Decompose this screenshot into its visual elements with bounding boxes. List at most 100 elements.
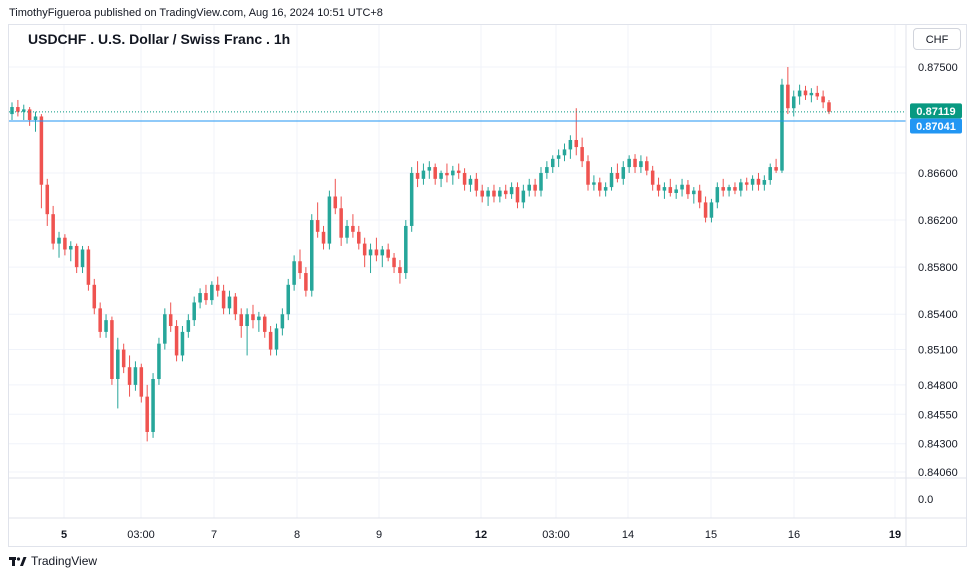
chart-title: USDCHF . U.S. Dollar / Swiss Franc . 1h xyxy=(28,31,291,47)
candle-body xyxy=(503,190,508,195)
candle-body xyxy=(709,202,714,218)
candle xyxy=(721,178,725,197)
candle-body xyxy=(151,378,155,432)
candle-body xyxy=(180,331,185,356)
tradingview-footer[interactable]: TradingView xyxy=(9,554,97,568)
candle xyxy=(127,355,132,397)
candle-body xyxy=(57,237,61,244)
price-tick-label: 0.87500 xyxy=(918,62,958,74)
candle-body xyxy=(292,261,296,285)
candle xyxy=(603,182,608,197)
candle xyxy=(791,90,796,117)
candle-body xyxy=(239,314,243,327)
candle xyxy=(268,326,273,356)
last-price-tag-text: 0.87119 xyxy=(916,106,955,118)
candle xyxy=(515,182,520,209)
candle-body xyxy=(603,187,608,191)
candle-body xyxy=(674,189,678,193)
price-axis[interactable]: 0.87500 0.86600 0.86200 0.85800 0.85400 0.851… xyxy=(905,25,958,546)
candle-body xyxy=(192,302,196,321)
candle-body xyxy=(298,261,302,274)
candle xyxy=(627,155,631,173)
price-tick-label: 0.86600 xyxy=(918,168,958,180)
candle-body xyxy=(480,190,484,197)
candle-body xyxy=(392,257,396,268)
candle-body xyxy=(498,190,502,197)
candle-body xyxy=(515,187,520,203)
candle-body xyxy=(486,190,490,197)
time-tick-label: 16 xyxy=(788,529,800,541)
candle xyxy=(121,343,126,374)
candle-body xyxy=(756,178,761,185)
candle xyxy=(362,237,367,268)
time-tick-label: 15 xyxy=(705,529,717,541)
candle-body xyxy=(404,225,408,274)
candle-body xyxy=(574,139,579,148)
candle xyxy=(374,237,379,262)
candle xyxy=(562,143,567,162)
candle xyxy=(803,85,808,100)
candle xyxy=(550,155,555,173)
time-tick-label: 19 xyxy=(889,529,901,541)
last-price-tag-bg xyxy=(910,103,962,119)
candle-body xyxy=(121,349,126,368)
candle xyxy=(33,111,38,132)
candle xyxy=(80,245,85,274)
candle-body xyxy=(10,107,14,115)
candle xyxy=(680,178,684,197)
candle-body xyxy=(521,190,526,203)
price-tick-label: 0.86200 xyxy=(918,215,958,227)
candle-body xyxy=(268,331,273,350)
candle-body xyxy=(274,328,279,350)
time-tick-label: 03:00 xyxy=(127,529,155,541)
candle-body xyxy=(774,167,778,171)
candle-body xyxy=(803,90,808,96)
candle xyxy=(521,184,526,209)
candle xyxy=(662,182,667,199)
candle xyxy=(345,220,349,244)
time-tick-label: 03:00 xyxy=(542,529,570,541)
candle-body xyxy=(598,182,602,191)
candle xyxy=(321,225,326,250)
candle-body xyxy=(744,182,749,185)
candle xyxy=(697,184,702,209)
candle xyxy=(368,243,373,274)
candle xyxy=(180,326,185,362)
candle xyxy=(251,304,255,329)
candle-body xyxy=(568,139,573,150)
candle xyxy=(351,214,355,238)
candle-body xyxy=(415,172,420,179)
candle xyxy=(339,196,343,246)
candle xyxy=(104,314,108,338)
candle-body xyxy=(468,178,473,185)
candle xyxy=(762,175,767,191)
candle-body xyxy=(33,116,38,120)
time-axis[interactable]: 5 03:00 7 8 9 12 03:00 14 15 16 19 xyxy=(9,517,966,541)
candle-body xyxy=(80,249,85,268)
candle xyxy=(86,245,91,291)
candle-body xyxy=(133,367,138,385)
candle xyxy=(527,178,532,197)
candle-body xyxy=(227,296,232,309)
candle-body xyxy=(650,170,655,185)
candle-body xyxy=(715,187,720,203)
price-lines xyxy=(9,111,906,122)
chart-frame xyxy=(8,24,967,547)
candle-body xyxy=(474,178,479,191)
candle xyxy=(674,184,678,199)
candle xyxy=(380,245,385,268)
candle-body xyxy=(786,84,790,109)
candle-body xyxy=(251,314,255,321)
candle-body xyxy=(692,190,696,195)
candle-body xyxy=(462,172,467,185)
candle-body xyxy=(421,170,426,179)
candle xyxy=(786,67,790,115)
currency-button[interactable]: CHF xyxy=(913,28,961,50)
candle xyxy=(533,178,537,197)
candle-body xyxy=(827,102,831,112)
candle xyxy=(615,163,620,183)
candle xyxy=(756,172,761,191)
candle-body xyxy=(615,172,620,179)
candle-body xyxy=(456,170,461,173)
